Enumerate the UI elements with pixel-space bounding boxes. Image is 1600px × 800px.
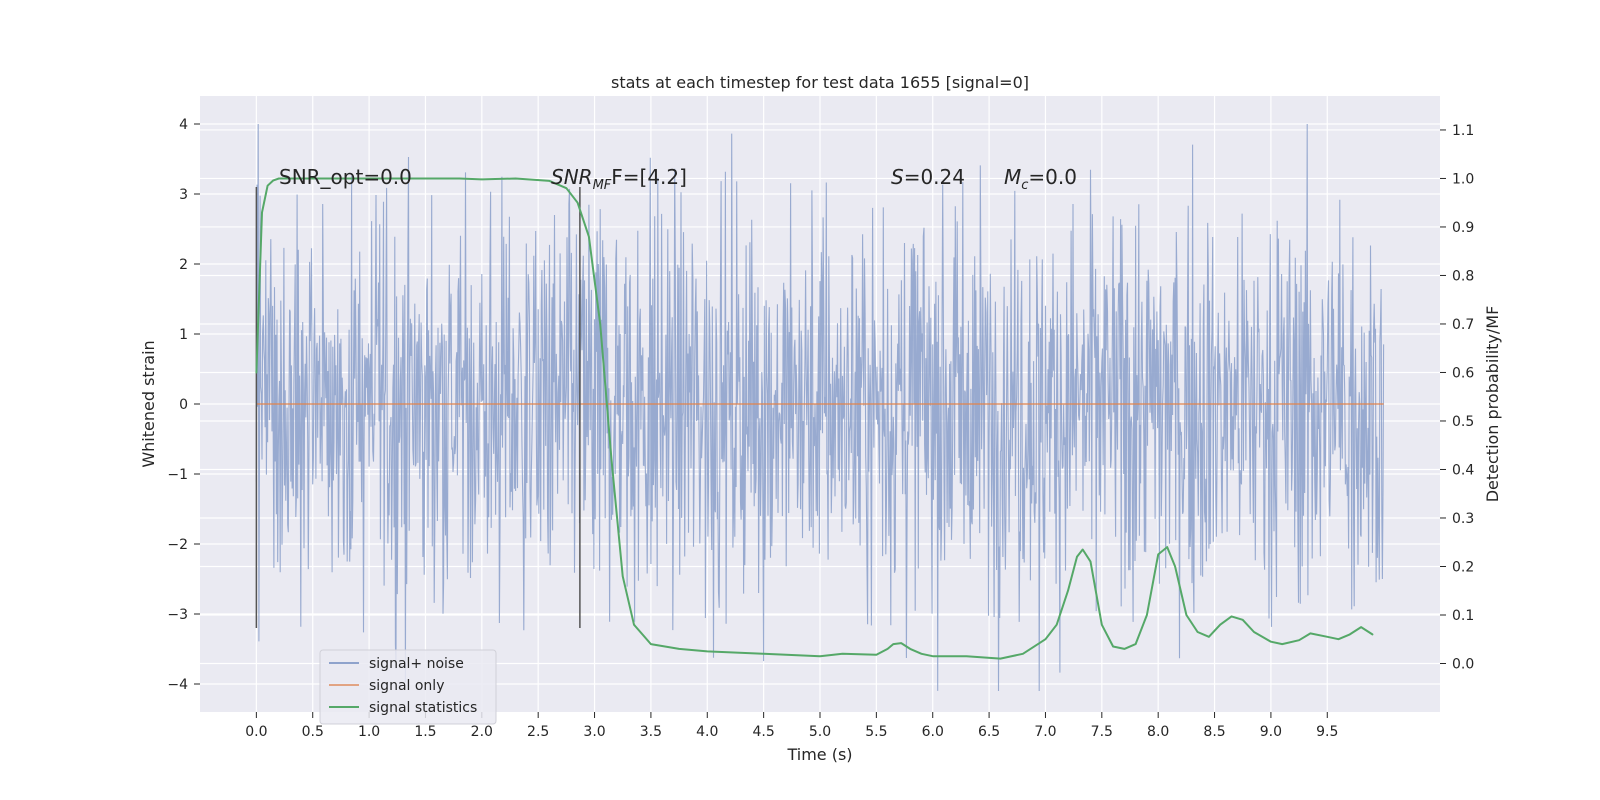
y-right-tick-label: 1.1 xyxy=(1452,123,1474,139)
x-tick-label: 5.5 xyxy=(865,724,887,740)
x-tick-label: 8.5 xyxy=(1203,724,1225,740)
series-signal-noise xyxy=(255,123,1385,692)
legend-label-signal-only: signal only xyxy=(369,678,444,694)
y-tick-label: 0 xyxy=(179,397,188,413)
legend-label-signal-statistics: signal statistics xyxy=(369,700,477,716)
y-right-tick-label: 0.3 xyxy=(1452,511,1474,527)
x-tick-label: 7.0 xyxy=(1034,724,1056,740)
x-tick-label: 9.5 xyxy=(1316,724,1338,740)
chart-title: stats at each timestep for test data 165… xyxy=(611,73,1029,92)
y-right-tick-label: 1.0 xyxy=(1452,171,1474,187)
x-tick-label: 2.5 xyxy=(527,724,549,740)
y-tick-label: 2 xyxy=(179,257,188,273)
x-tick-label: 2.0 xyxy=(471,724,493,740)
x-tick-label: 3.5 xyxy=(640,724,662,740)
y-right-tick-label: 0.9 xyxy=(1452,220,1474,236)
x-tick-label: 7.5 xyxy=(1091,724,1113,740)
y-right-tick-label: 0.4 xyxy=(1452,462,1474,478)
y-right-tick-label: 0.7 xyxy=(1452,317,1474,333)
annotation-snr-mf-sub: MF xyxy=(593,178,612,193)
signal-noise-line xyxy=(255,123,1385,692)
legend-box xyxy=(319,649,497,725)
x-tick-label: 4.5 xyxy=(753,724,775,740)
vertical-markers xyxy=(255,187,581,628)
x-tick-label: 6.0 xyxy=(922,724,944,740)
y-tick-label: −1 xyxy=(167,467,188,483)
x-tick-label: 9.0 xyxy=(1260,724,1282,740)
y-axis-right-label: Detection probability/MF xyxy=(1483,306,1502,503)
annotation-s-italic: S xyxy=(891,165,904,189)
y-right-tick-label: 0.1 xyxy=(1452,608,1474,624)
annotation-s-value: S=0.24 xyxy=(891,165,965,189)
x-tick-label: 6.5 xyxy=(978,724,1000,740)
x-tick-label: 1.5 xyxy=(414,724,436,740)
legend-label-signal-noise: signal+ noise xyxy=(369,656,464,672)
y-right-tick-label: 0.8 xyxy=(1452,268,1474,284)
signal-statistics-line xyxy=(255,177,1374,660)
annotation-snr-mf-rest: F=[4.2] xyxy=(611,165,687,189)
y-right-tick-label: 0.0 xyxy=(1452,656,1474,672)
y-right-tick-label: 0.6 xyxy=(1452,365,1474,381)
x-tick-label: 1.0 xyxy=(358,724,380,740)
x-tick-label: 0.5 xyxy=(302,724,324,740)
y-right-tick-label: 0.5 xyxy=(1452,414,1474,430)
x-tick-label: 3.0 xyxy=(583,724,605,740)
y-tick-label: 4 xyxy=(179,117,188,133)
x-tick-label: 0.0 xyxy=(245,724,267,740)
legend: signal+ noise signal only signal statist… xyxy=(319,649,497,725)
annotation-mc-sub: c xyxy=(1021,178,1028,193)
x-tick-label: 5.0 xyxy=(809,724,831,740)
annotation-snr-mf-base: SNR xyxy=(551,165,593,189)
y-right-tick-label: 0.2 xyxy=(1452,559,1474,575)
y-tick-label: 3 xyxy=(179,187,188,203)
y-tick-label: −2 xyxy=(167,537,188,553)
series-signal-statistics xyxy=(255,177,1374,660)
annotation-snr-opt: SNR_opt=0.0 xyxy=(279,165,412,189)
y-tick-label: −4 xyxy=(167,677,188,693)
y-tick-label: −3 xyxy=(167,607,188,623)
annotation-mc-rest: =0.0 xyxy=(1028,165,1077,189)
x-tick-label: 8.0 xyxy=(1147,724,1169,740)
axis-ticks: 0.0 0.5 1.0 1.5 2.0 2.5 3.0 3.5 4.0 4.5 5.0 5.5 6.0 6… xyxy=(167,117,1474,740)
annotation-snr-mf: SNRMFF=[4.2] xyxy=(551,165,687,193)
annotation-mc-value: Mc=0.0 xyxy=(1004,165,1077,193)
y-axis-label: Whitened strain xyxy=(139,340,158,467)
x-axis-label: Time (s) xyxy=(786,745,852,764)
y-tick-label: 1 xyxy=(179,327,188,343)
annotation-s-rest: =0.24 xyxy=(904,165,965,189)
annotation-mc-italic: M xyxy=(1004,165,1021,189)
x-tick-label: 4.0 xyxy=(696,724,718,740)
